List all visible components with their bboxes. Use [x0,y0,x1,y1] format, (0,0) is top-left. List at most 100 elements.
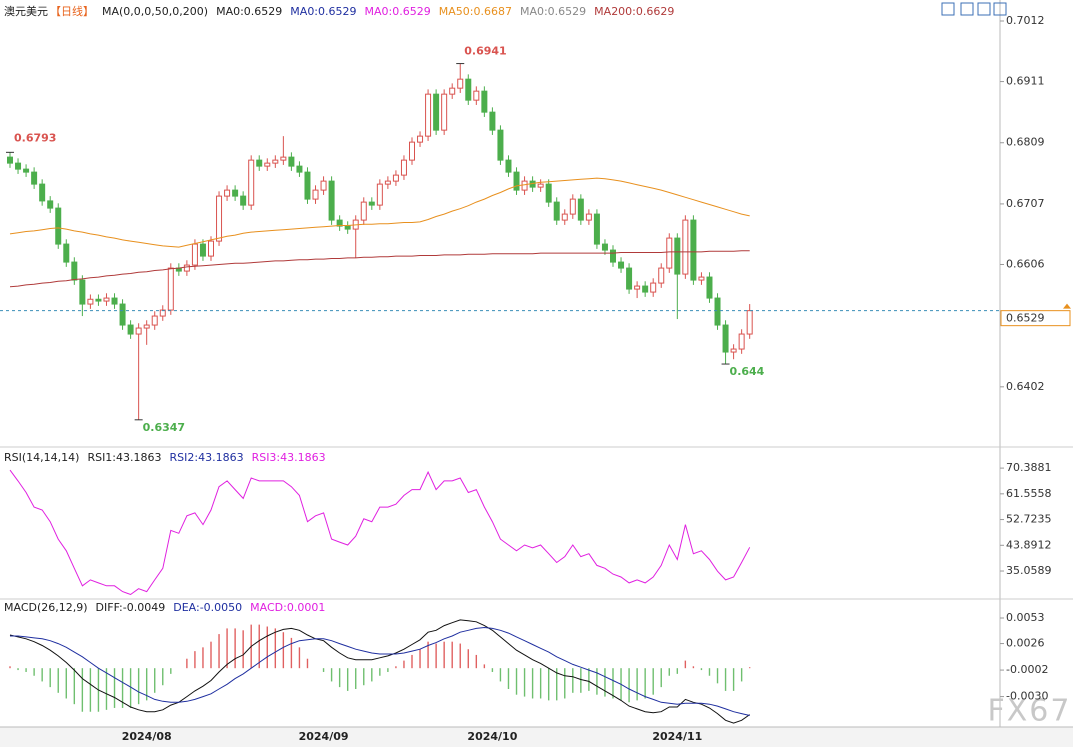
x-tick-label: 2024/10 [467,730,517,743]
candle-body [167,267,174,311]
candle-body [626,267,633,290]
legend-item: DEA:-0.0050 [173,601,243,614]
y-tick-label: 0.6402 [1006,380,1045,393]
y-tick-label: 0.6809 [1006,136,1045,149]
candle-body [87,298,94,305]
candle-body [384,180,391,185]
y-tick-label: 43.8912 [1006,538,1052,551]
legend-item: RSI2:43.1863 [169,451,244,464]
candle-body [272,159,279,164]
candle-body [296,165,303,173]
candle-body [135,327,142,335]
candle-body [304,171,311,200]
candle-body [481,90,488,113]
candle-body [698,276,705,281]
candle-body [312,189,319,200]
y-tick-label: 0.7012 [1006,14,1045,27]
candle-body [344,225,351,230]
y-tick-label: 0.0026 [1006,637,1045,650]
extreme-label: 0.6347 [143,421,185,434]
time-axis-band [0,727,1073,747]
period-label[interactable]: 【日线】 [50,5,94,18]
candle-body [674,237,681,275]
macd-legend: MACD(26,12,9) DIFF:-0.0049 DEA:-0.0050 MACD… [4,601,325,614]
candle-body [714,297,721,326]
candle-body [473,90,480,101]
candle-body [55,207,62,245]
x-tick-label: 2024/08 [122,730,172,743]
candle-body [634,285,641,290]
icon-button[interactable] [960,2,974,16]
candle-body [690,219,697,281]
candle-body [280,156,287,161]
candle-body [658,267,665,284]
candle-body [199,243,206,257]
candle-body [159,309,166,317]
candle-body [417,135,424,143]
candle-body [642,285,649,293]
extreme-label: 0.644 [730,365,765,378]
legend-item: MACD(26,12,9) [4,601,88,614]
legend-item: RSI1:43.1863 [87,451,162,464]
y-tick-label: 0.6707 [1006,197,1045,210]
legend-item: MA(0,0,0,50,0,200) [102,4,209,18]
candle-body [449,87,456,95]
candle-body [553,201,560,221]
y-tick-label: 52.7235 [1006,513,1052,526]
x-tick-label: 2024/09 [299,730,349,743]
candle-body [143,324,150,329]
candle-body [23,168,30,173]
candle-body [537,183,544,188]
candle-body [722,324,729,353]
extreme-label: 0.6941 [464,45,506,58]
legend-item: MA50:0.6687 [438,4,512,18]
candle-body [545,183,552,203]
candle-body [409,141,415,161]
icon-button[interactable] [993,2,1007,16]
dea-line [10,626,750,716]
candle-body [561,213,568,221]
candle-body [7,156,13,164]
toolbar-icons[interactable] [941,2,1007,16]
moving-average-line [9,250,750,288]
icon-button[interactable] [977,2,991,16]
candle-body [111,297,118,305]
candle-body [240,195,247,206]
candle-body [151,315,158,326]
candle-body [224,189,231,197]
candle-body [183,264,190,272]
candle-body [425,93,432,137]
candle-body [513,171,520,191]
extreme-label: 0.6793 [14,131,56,144]
candle-body [39,183,46,202]
candle-body [47,200,54,209]
rsi-legend: RSI(14,14,14) RSI1:43.1863 RSI2:43.1863 RSI… [4,451,326,464]
icon-button[interactable] [941,2,955,16]
candle-body [433,93,440,131]
candle-body [392,174,399,182]
candle-body [610,249,616,263]
candle-body [256,159,263,167]
y-tick-label: -0.0002 [1006,663,1048,676]
candle-body [601,243,608,251]
candle-body [31,171,38,185]
candle-body [328,180,335,221]
candle-body [618,261,625,269]
y-tick-label: 35.0589 [1006,564,1052,577]
candle-body [682,219,689,275]
last-price-label: 0.6529 [1006,312,1045,325]
legend-item: DIFF:-0.0049 [95,601,166,614]
candle-body [593,213,600,245]
candle-body [441,93,448,131]
candle-body [15,162,22,170]
candle-body [63,243,70,263]
candle-body [127,324,134,335]
candle-body [738,333,745,350]
legend-item: MA0:0.6529 [216,4,283,18]
legend-item: MA0:0.6529 [519,4,587,18]
candle-body [232,189,239,197]
watermark: FX678 [987,694,1073,729]
